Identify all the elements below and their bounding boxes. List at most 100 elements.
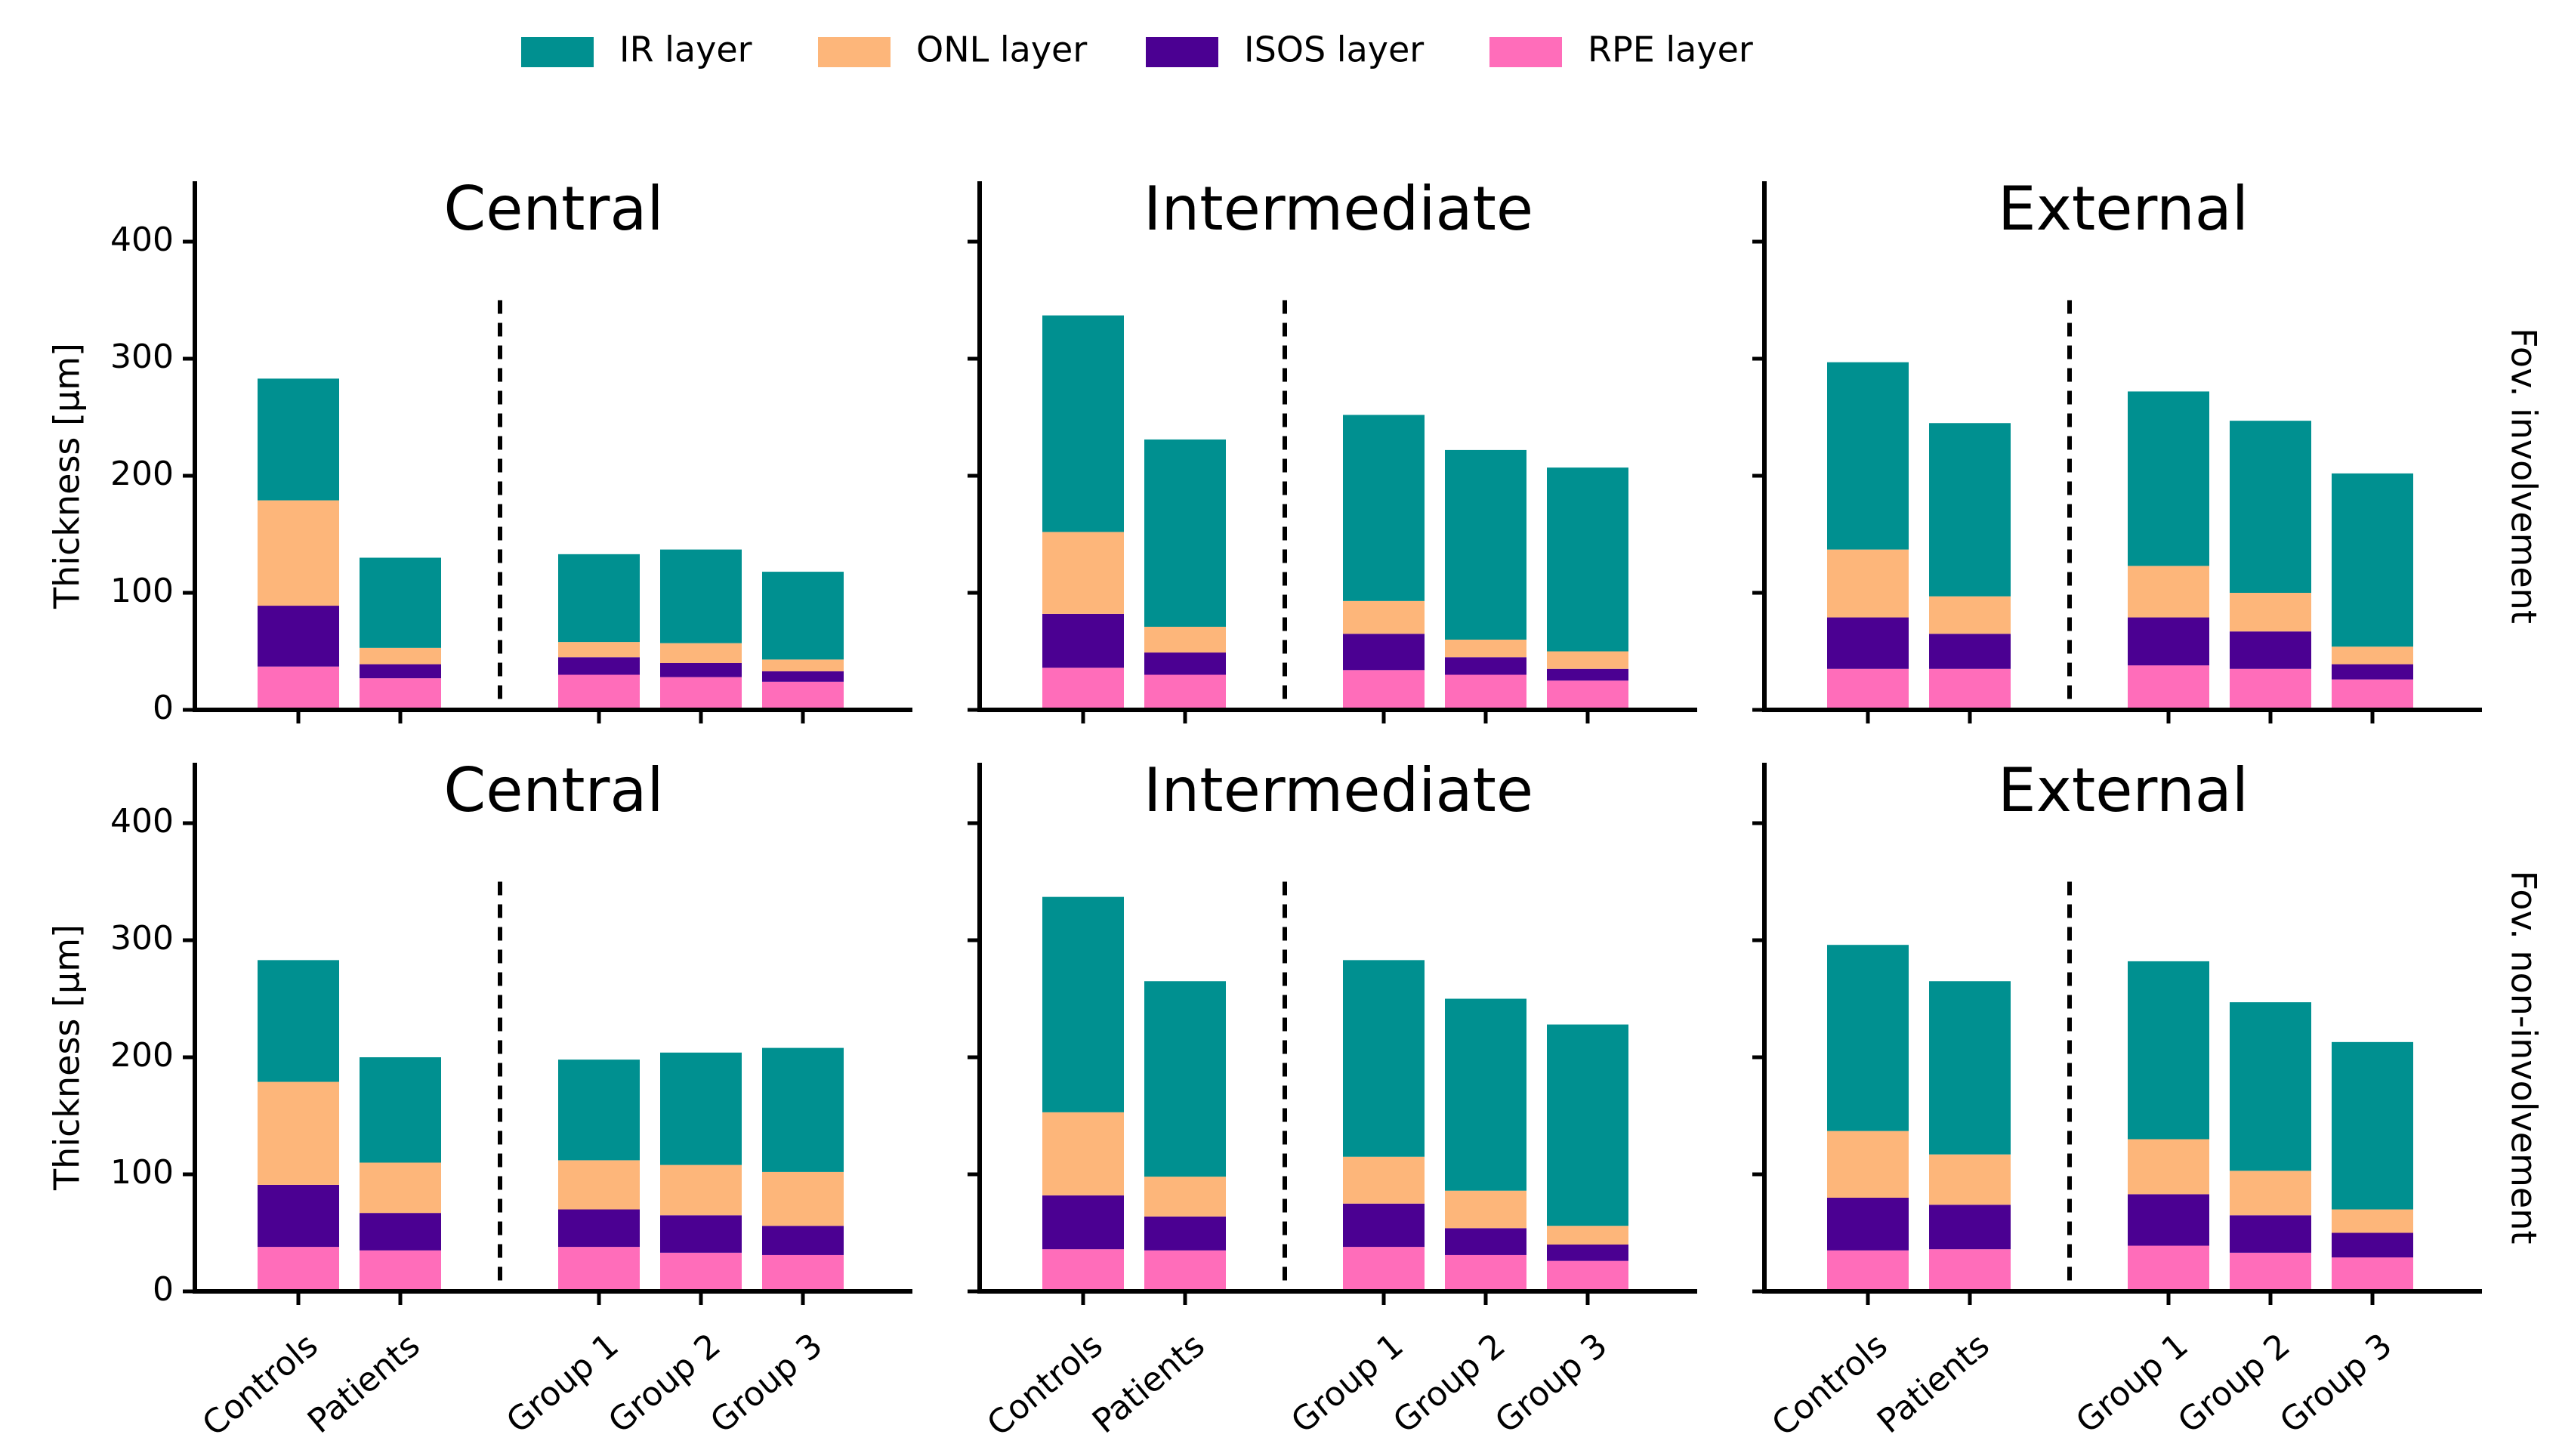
legend-swatch <box>521 37 594 67</box>
bar-segment-onl <box>1827 549 1909 618</box>
bar-segment-rpe <box>1042 1249 1124 1291</box>
bar-segment-rpe <box>558 1247 640 1291</box>
bar-segment-ir <box>1827 362 1909 550</box>
bar-segment-rpe <box>1144 1250 1226 1291</box>
bar-segment-isos <box>2332 664 2413 680</box>
legend-label: ISOS layer <box>1244 29 1424 70</box>
bar-segment-onl <box>2230 1171 2311 1216</box>
bar-segment-ir <box>762 1047 844 1172</box>
y-axis-title: Thickness [μm] <box>47 924 88 1191</box>
row-labels: Thickness [μm] Thickness [μm] Fov. involve… <box>47 328 2545 1244</box>
bar-segment-onl <box>1042 532 1124 614</box>
bar-segment-isos <box>660 663 742 677</box>
bar-segment-ir <box>2332 1041 2413 1210</box>
x-tick-label: Controls <box>980 1326 1110 1444</box>
bar-segment-isos <box>1547 1245 1628 1261</box>
bar-segment-ir <box>660 1052 742 1165</box>
x-tick-label: Group 2 <box>601 1326 728 1441</box>
bar-segment-rpe <box>1547 1260 1628 1291</box>
x-tick-label: Group 1 <box>1284 1326 1411 1441</box>
x-tick-label: Group 1 <box>2069 1326 2196 1441</box>
panel-title: External <box>1998 174 2249 244</box>
y-tick-label: 100 <box>110 572 174 610</box>
legend-swatch <box>1146 37 1218 67</box>
x-tick-label: Group 2 <box>1386 1326 1513 1441</box>
bar-segment-onl <box>762 659 844 671</box>
legend-label: IR layer <box>619 29 752 70</box>
legend-label: ONL layer <box>916 29 1087 70</box>
panel-title: Intermediate <box>1144 755 1533 825</box>
bar-segment-isos <box>1827 617 1909 669</box>
panel-title: External <box>1998 755 2249 825</box>
bar-segment-onl <box>1042 1112 1124 1195</box>
bar-segment-isos <box>2332 1232 2413 1258</box>
row-label: Fov. non-involvement <box>2504 871 2545 1245</box>
row-label: Fov. involvement <box>2504 328 2545 624</box>
bar-segment-ir <box>1042 896 1124 1112</box>
bar-segment-rpe <box>360 678 441 710</box>
y-tick-label: 0 <box>153 1270 174 1309</box>
bar-segment-onl <box>1547 651 1628 669</box>
bar-segment-onl <box>2128 1139 2209 1195</box>
bar-segment-isos <box>1445 1228 1526 1255</box>
bar-segment-rpe <box>2128 665 2209 710</box>
y-tick-label: 200 <box>110 455 174 493</box>
y-axis-title: Thickness [μm] <box>47 343 88 609</box>
bar-segment-rpe <box>660 1252 742 1291</box>
x-tick-label: Group 3 <box>2273 1326 2400 1441</box>
bar-segment-onl <box>360 1162 441 1214</box>
bar-segment-ir <box>558 1060 640 1161</box>
bar-segment-rpe <box>1445 674 1526 710</box>
bar-segment-onl <box>360 647 441 665</box>
x-tick-label: Group 3 <box>703 1326 830 1441</box>
bar-segment-isos <box>1445 657 1526 675</box>
legend-label: RPE layer <box>1588 29 1753 70</box>
bar-segment-rpe <box>2332 679 2413 710</box>
bar-segment-ir <box>558 554 640 643</box>
bar-segment-rpe <box>258 666 339 710</box>
bar-segment-rpe <box>360 1250 441 1291</box>
bar-segment-onl <box>1929 1154 2011 1205</box>
bar-segment-onl <box>1445 1190 1526 1229</box>
bar-segment-onl <box>258 500 339 606</box>
bar-segment-ir <box>762 572 844 660</box>
bar-segment-rpe <box>2332 1257 2413 1291</box>
bar-segment-isos <box>258 606 339 667</box>
bar-segment-isos <box>1929 1205 2011 1250</box>
bar-segment-onl <box>558 642 640 658</box>
bar-segment-isos <box>1042 1195 1124 1250</box>
bar-segment-rpe <box>1144 674 1226 710</box>
bar-segment-rpe <box>1445 1254 1526 1291</box>
bar-segment-isos <box>2128 617 2209 666</box>
bar-segment-onl <box>2128 566 2209 618</box>
bar-segment-onl <box>1929 596 2011 634</box>
bar-segment-onl <box>1547 1226 1628 1245</box>
bar-segment-onl <box>2230 593 2311 632</box>
bar-segment-isos <box>1827 1198 1909 1251</box>
bar-segment-onl <box>258 1081 339 1185</box>
bar-segment-ir <box>2128 961 2209 1140</box>
bar-segment-onl <box>1343 600 1425 634</box>
bar-segment-ir <box>1929 423 2011 597</box>
bar-segment-isos <box>1343 634 1425 671</box>
bar-segment-onl <box>1343 1156 1425 1204</box>
x-tick-label: Group 1 <box>499 1326 626 1441</box>
bar-segment-ir <box>1445 998 1526 1191</box>
bar-segment-ir <box>1144 981 1226 1177</box>
legend: IR layer ONL layer ISOS layer RPE layer <box>521 29 1753 70</box>
bar-segment-ir <box>1547 1024 1628 1226</box>
x-tick-label: Patients <box>1085 1326 1212 1441</box>
bar-segment-rpe <box>660 677 742 710</box>
bar-segment-rpe <box>1042 668 1124 710</box>
bar-segment-isos <box>360 664 441 679</box>
bar-segment-isos <box>558 1209 640 1248</box>
bar-segment-ir <box>660 549 742 643</box>
bar-segment-onl <box>762 1171 844 1226</box>
panels: 0 100 200 300 400 Central Intermediate External… <box>110 174 2482 1444</box>
bar-segment-rpe <box>1343 1247 1425 1291</box>
bar-segment-isos <box>1144 652 1226 675</box>
x-tick-label: Group 3 <box>1488 1326 1615 1441</box>
